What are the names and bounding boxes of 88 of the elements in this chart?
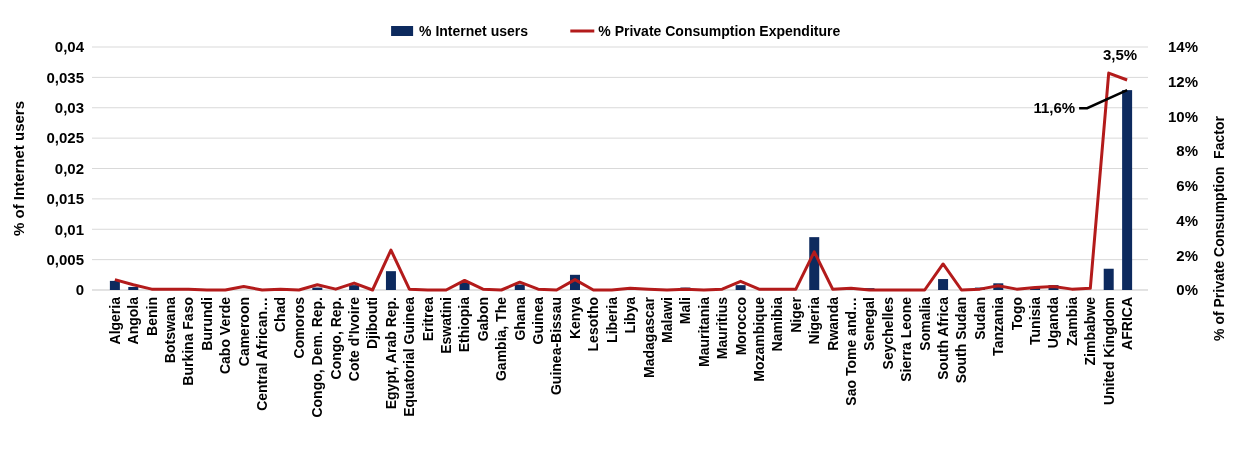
y-tick-label: 0,01	[54, 220, 84, 238]
x-tick-label: Gabon	[474, 297, 491, 342]
x-tick-label: Lesotho	[585, 297, 602, 352]
x-tick-label: Chad	[272, 297, 289, 332]
bar	[1103, 268, 1114, 290]
x-tick-label: Mozambique	[750, 296, 767, 382]
y2-tick-label: 8%	[1176, 142, 1198, 160]
y2-tick-label: 12%	[1167, 72, 1198, 90]
y-tick-label: 0,025	[46, 129, 84, 147]
bar	[938, 279, 949, 290]
x-tick-label: South Sudan	[953, 297, 970, 384]
annotation: 11,6%	[1033, 99, 1076, 117]
x-tick-label: Guinea-Bissau	[548, 297, 565, 396]
y-axis-title: % of Internet users	[10, 100, 27, 237]
x-tick-label: Zambia	[1063, 296, 1080, 347]
bar	[109, 280, 120, 290]
y-tick-label: 0,03	[54, 99, 84, 116]
y2-tick-label: 14%	[1167, 38, 1198, 56]
x-tick-label: Sao Tome and…	[842, 297, 859, 406]
x-tick-label: Kenya	[566, 296, 583, 340]
x-tick-label: Ethiopia	[456, 296, 473, 353]
x-tick-label: Somalia	[916, 296, 933, 351]
x-tick-label: Libya	[622, 296, 639, 334]
x-tick-label: Ghana	[511, 296, 528, 341]
x-tick-label: Egypt, Arab Rep.	[382, 297, 399, 410]
x-tick-label: Angola	[125, 296, 142, 345]
y2-tick-label: 2%	[1176, 246, 1198, 264]
x-tick-label: Gambia, The	[493, 296, 510, 382]
x-tick-label: Seychelles	[879, 296, 896, 370]
legend-label: % Internet users	[419, 22, 529, 39]
x-tick-label: Senegal	[861, 297, 878, 351]
x-tick-label: Madagascar	[640, 296, 657, 378]
x-tick-label: Eswatini	[438, 297, 455, 354]
x-tick-label: Mauritius	[714, 296, 731, 360]
x-tick-label: Sudan	[971, 297, 988, 340]
x-tick-label: United Kingdom	[1100, 297, 1117, 406]
bar	[1122, 90, 1133, 290]
x-tick-label: Tunisia	[1027, 296, 1043, 345]
x-tick-label: Cote d'Ivoire	[346, 296, 363, 382]
x-tick-label: AFRICA	[1119, 297, 1136, 350]
y2-tick-label: 0%	[1176, 281, 1198, 299]
x-tick-label: Comoros	[290, 296, 307, 359]
x-tick-label: Zimbabwe	[1082, 296, 1099, 366]
x-tick-label: Burkina Faso	[180, 297, 197, 386]
legend-label: % Private Consumption Expenditure	[598, 22, 841, 39]
y2-tick-label: 4%	[1176, 211, 1198, 229]
y2-tick-label: 10%	[1167, 107, 1198, 125]
y-tick-label: 0	[75, 281, 84, 299]
y-tick-label: 0,015	[46, 190, 84, 208]
x-tick-label: Tanzania	[990, 296, 1007, 356]
x-tick-label: Guinea	[530, 296, 547, 345]
x-tick-label: Cameroon	[235, 297, 252, 367]
x-tick-label: Botswana	[162, 296, 178, 364]
y2-tick-label: 6%	[1176, 177, 1198, 195]
y-tick-label: 0,035	[46, 68, 84, 86]
x-tick-label: Liberia	[603, 296, 620, 343]
x-tick-label: Cabo Verde	[217, 296, 234, 375]
x-tick-label: Congo, Dem. Rep.	[309, 297, 326, 418]
x-tick-label: Namibia	[769, 296, 786, 352]
x-tick-label: Nigeria	[806, 296, 823, 345]
x-tick-label: Eritrea	[419, 296, 436, 342]
y2-axis-title: % of Private Consumption Factor	[1211, 115, 1227, 341]
x-tick-label: Algeria	[106, 296, 123, 345]
y-tick-label: 0,005	[46, 250, 84, 268]
x-tick-label: Rwanda	[824, 296, 841, 351]
annotation: 3,5%	[1103, 46, 1138, 63]
bar	[128, 286, 139, 290]
x-tick-label: Morocco	[732, 297, 749, 356]
x-tick-label: Central African…	[254, 297, 271, 411]
x-tick-label: Congo, Rep.	[327, 297, 344, 380]
x-tick-label: Mauritania	[695, 296, 712, 368]
y-tick-label: 0,02	[54, 159, 84, 177]
line-series	[113, 71, 1129, 292]
x-tick-label: Togo	[1008, 297, 1025, 331]
y-tick-label: 0,04	[54, 38, 85, 56]
x-tick-label: South Africa	[934, 296, 951, 380]
x-tick-label: Djibouti	[364, 297, 381, 350]
x-tick-label: Niger	[787, 296, 804, 333]
x-tick-label: Burundi	[198, 297, 215, 351]
x-tick-label: Sierra Leone	[898, 296, 915, 382]
bar	[735, 285, 746, 290]
x-tick-label: Uganda	[1045, 296, 1062, 349]
x-tick-label: Malawi	[658, 297, 675, 343]
x-tick-label: Benin	[143, 297, 160, 336]
x-tick-label: Equatorial Guinea	[401, 296, 418, 417]
bar	[385, 271, 396, 290]
bar	[349, 285, 360, 290]
x-tick-label: Mali	[677, 297, 694, 325]
